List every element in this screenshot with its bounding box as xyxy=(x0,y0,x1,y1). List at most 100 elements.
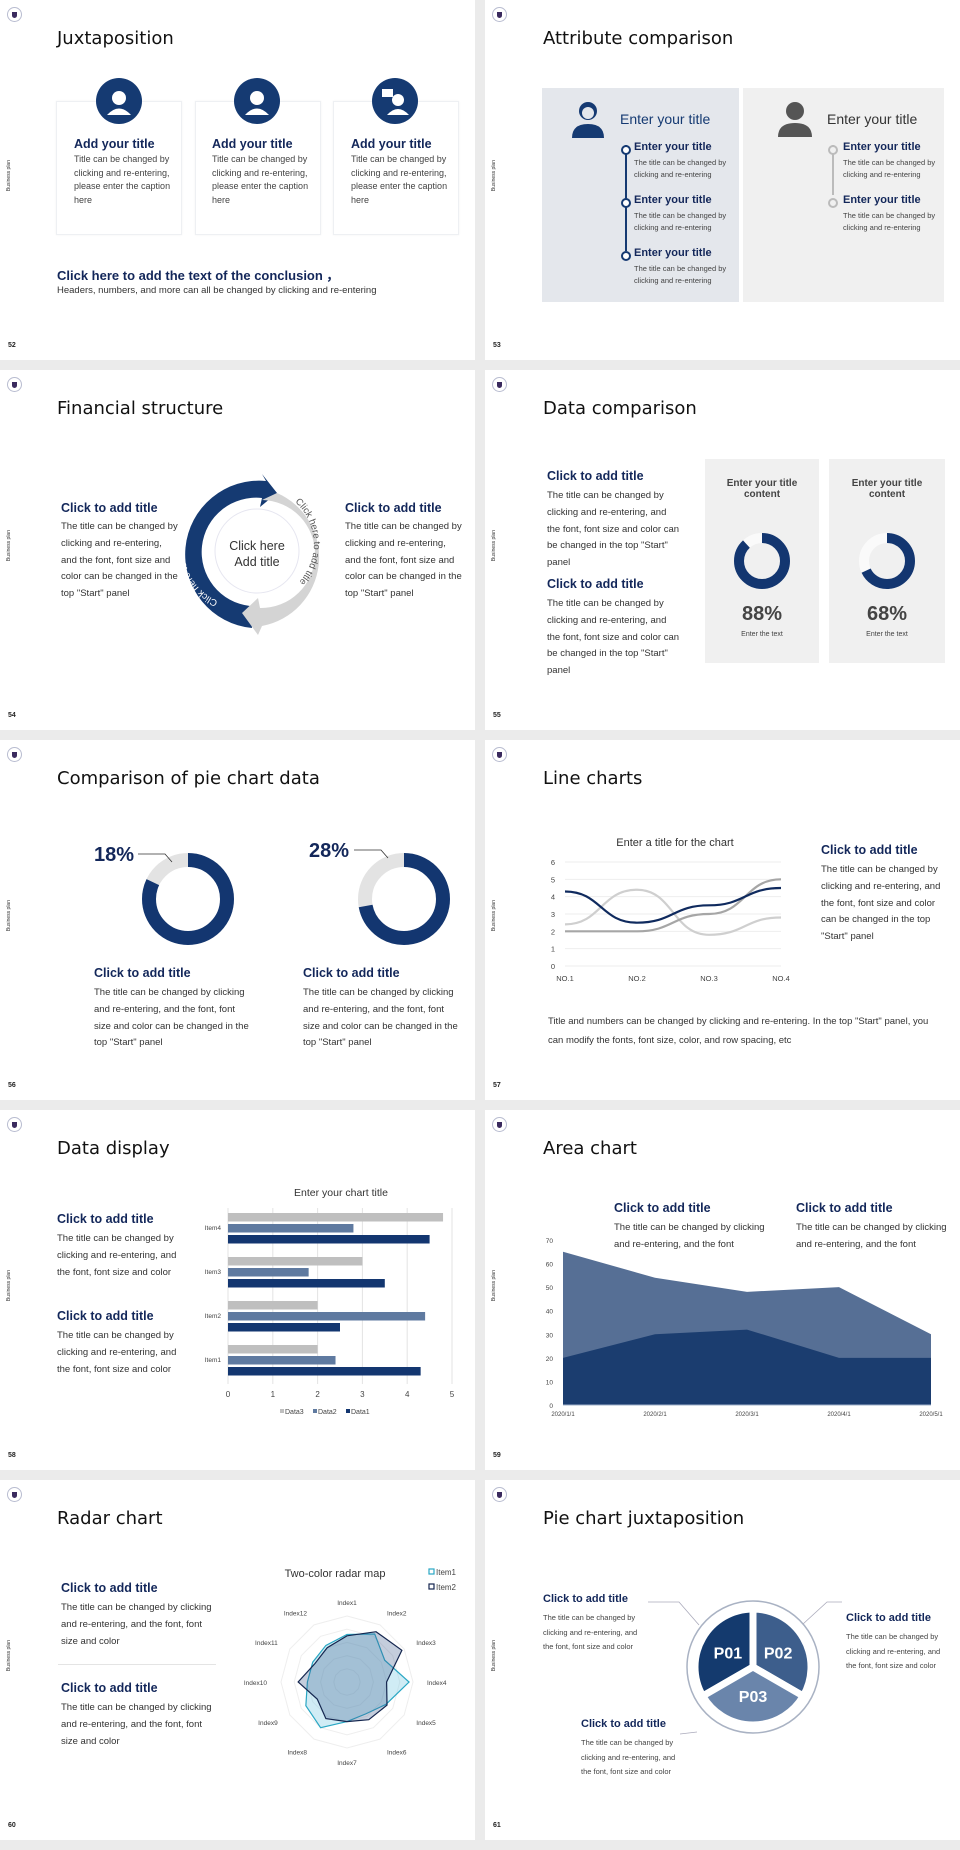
item-body[interactable]: The title can be changed by clicking and… xyxy=(843,211,936,232)
text-title[interactable]: Click to add title xyxy=(303,966,400,980)
text-body[interactable]: The title can be changed by clicking and… xyxy=(821,864,941,943)
y-tick-label: 5 xyxy=(551,875,555,884)
text-body[interactable]: The title can be changed by clicking and… xyxy=(94,987,249,1049)
text-title[interactable]: Click to add title xyxy=(547,469,644,483)
slide-57[interactable]: Business plan 57 Line charts Enter a tit… xyxy=(485,740,960,1100)
outer-ring xyxy=(686,1600,820,1734)
slide-59[interactable]: Business plan 59 Area chart 0 10 20 30 40 50 6… xyxy=(485,1110,960,1470)
text-title[interactable]: Click to add title xyxy=(94,966,191,980)
stat-title[interactable]: Enter your title content xyxy=(851,478,923,500)
y-tick-label: 30 xyxy=(546,1332,554,1339)
card-body[interactable]: Title can be changed by clicking and re-… xyxy=(212,154,309,205)
text-body[interactable]: The title can be changed by clicking and… xyxy=(543,1613,638,1651)
text-title[interactable]: Click to add title xyxy=(61,1581,158,1595)
text-title[interactable]: Click to add title xyxy=(547,577,644,591)
slide-title[interactable]: Area chart xyxy=(543,1138,637,1159)
timeline-node xyxy=(828,198,838,208)
text-title[interactable]: Click to add title xyxy=(345,501,442,515)
text-title[interactable]: Click to add title xyxy=(61,1681,158,1695)
woman-user-icon xyxy=(572,102,604,138)
text-title[interactable]: Click to add title xyxy=(57,1212,154,1226)
timeline-node xyxy=(621,198,631,208)
segment-label: P02 xyxy=(764,1646,793,1663)
stat-title[interactable]: Enter your title content xyxy=(726,478,798,500)
item-title[interactable]: Enter your title xyxy=(634,194,712,206)
item-title[interactable]: Enter your title xyxy=(634,141,712,153)
radar-grid xyxy=(320,1655,374,1709)
text-body[interactable]: The title can be changed by clicking and… xyxy=(303,987,458,1049)
text-body[interactable]: The title can be changed by clicking and… xyxy=(581,1738,676,1776)
card-title[interactable]: Add your title xyxy=(74,137,155,151)
card-title[interactable]: Add your title xyxy=(351,137,432,151)
item-body[interactable]: The title can be changed by clicking and… xyxy=(634,211,727,232)
item-title[interactable]: Enter your title xyxy=(843,194,921,206)
text-body[interactable]: The title can be changed by clicking and… xyxy=(61,1702,212,1747)
text-body[interactable]: The title can be changed by clicking and… xyxy=(345,521,462,600)
stat-caption[interactable]: Enter the text xyxy=(866,631,908,638)
text-title[interactable]: Click to add title xyxy=(581,1718,666,1730)
slide-title[interactable]: Radar chart xyxy=(57,1508,163,1529)
text-title[interactable]: Click to add title xyxy=(614,1201,711,1215)
timeline-node xyxy=(621,251,631,261)
side-label: Business plan xyxy=(6,160,12,192)
panel-heading[interactable]: Enter your title xyxy=(827,111,918,127)
text-body[interactable]: The title can be changed by clicking and… xyxy=(846,1632,941,1670)
item-body[interactable]: The title can be changed by clicking and… xyxy=(843,158,936,179)
headset-agent-icon xyxy=(96,78,142,124)
text-title[interactable]: Click to add title xyxy=(543,1593,628,1605)
item-body[interactable]: The title can be changed by clicking and… xyxy=(634,158,727,179)
slide-54[interactable]: Business plan 54 Financial structure Cli… xyxy=(0,370,475,730)
item-title[interactable]: Enter your title xyxy=(634,247,712,259)
item-body[interactable]: The title can be changed by clicking and… xyxy=(634,264,727,285)
slide-title[interactable]: Line charts xyxy=(543,768,643,789)
stat-caption[interactable]: Enter the text xyxy=(741,631,783,638)
slide-title[interactable]: Pie chart juxtaposition xyxy=(543,1508,745,1529)
text-title[interactable]: Click to add title xyxy=(61,501,158,515)
text-body[interactable]: The title can be changed by clicking and… xyxy=(57,1233,177,1278)
conclusion-title[interactable]: Click here to add the text of the conclu… xyxy=(57,268,340,283)
slide-title[interactable]: Data comparison xyxy=(543,398,697,419)
page-number: 52 xyxy=(8,342,16,349)
bar xyxy=(228,1235,430,1244)
y-tick-label: Item4 xyxy=(205,1225,222,1232)
slide-58[interactable]: Business plan 58 Data display Click to a… xyxy=(0,1110,475,1470)
card-body[interactable]: Title can be changed by clicking and re-… xyxy=(74,154,171,205)
text-title[interactable]: Click to add title xyxy=(796,1201,893,1215)
card-body[interactable]: Title can be changed by clicking and re-… xyxy=(351,154,448,205)
slide-60[interactable]: Business plan 60 Radar chart Click to ad… xyxy=(0,1480,475,1840)
stat-value: 68% xyxy=(866,603,908,625)
slide-title[interactable]: Financial structure xyxy=(57,398,224,419)
text-title[interactable]: Click to add title xyxy=(846,1612,931,1624)
slide-61[interactable]: Business plan 61 Pie chart juxtaposition… xyxy=(485,1480,960,1840)
text-body[interactable]: The title can be changed by clicking and… xyxy=(61,521,178,600)
item-title[interactable]: Enter your title xyxy=(843,141,921,153)
slide-55[interactable]: Business plan 55 Data comparison Click t… xyxy=(485,370,960,730)
text-body[interactable]: The title can be changed by clicking and… xyxy=(57,1330,177,1375)
panel-heading[interactable]: Enter your title xyxy=(620,111,711,127)
text-body[interactable]: The title can be changed by clicking and… xyxy=(61,1602,212,1647)
x-tick-label: 2020/5/1 xyxy=(919,1412,943,1418)
slide-56[interactable]: Business plan 56 Comparison of pie chart… xyxy=(0,740,475,1100)
slide-title[interactable]: Attribute comparison xyxy=(543,28,734,49)
slide-53[interactable]: Business plan 53 Attribute comparison En… xyxy=(485,0,960,360)
slide-52[interactable]: Business plan 52 Juxtaposition Add your … xyxy=(0,0,475,360)
text-body[interactable]: The title can be changed by clicking and… xyxy=(796,1222,947,1250)
text-title[interactable]: Click to add title xyxy=(821,843,918,857)
slide-title[interactable]: Juxtaposition xyxy=(57,28,174,49)
text-body[interactable]: The title can be changed by clicking and… xyxy=(614,1222,765,1250)
slide-title[interactable]: Comparison of pie chart data xyxy=(57,768,320,789)
cycle-diagram: Click here to add title Click here to ad… xyxy=(176,474,322,635)
card-title[interactable]: Add your title xyxy=(212,137,293,151)
y-tick-label: 0 xyxy=(551,962,555,971)
axis-label: Index7 xyxy=(337,1760,357,1767)
page-number: 60 xyxy=(8,1822,16,1829)
bar xyxy=(228,1356,336,1365)
x-tick-label: 2020/3/1 xyxy=(735,1412,759,1418)
text-title[interactable]: Click to add title xyxy=(57,1309,154,1323)
text-body[interactable]: The title can be changed by clicking and… xyxy=(547,490,680,569)
text-body[interactable]: The title can be changed by clicking and… xyxy=(547,598,680,677)
page-number: 56 xyxy=(8,1082,16,1089)
conclusion-text[interactable]: Headers, numbers, and more can all be ch… xyxy=(57,285,377,296)
slide-title[interactable]: Data display xyxy=(57,1138,170,1159)
footer-text[interactable]: Title and numbers can be changed by clic… xyxy=(548,1016,929,1046)
